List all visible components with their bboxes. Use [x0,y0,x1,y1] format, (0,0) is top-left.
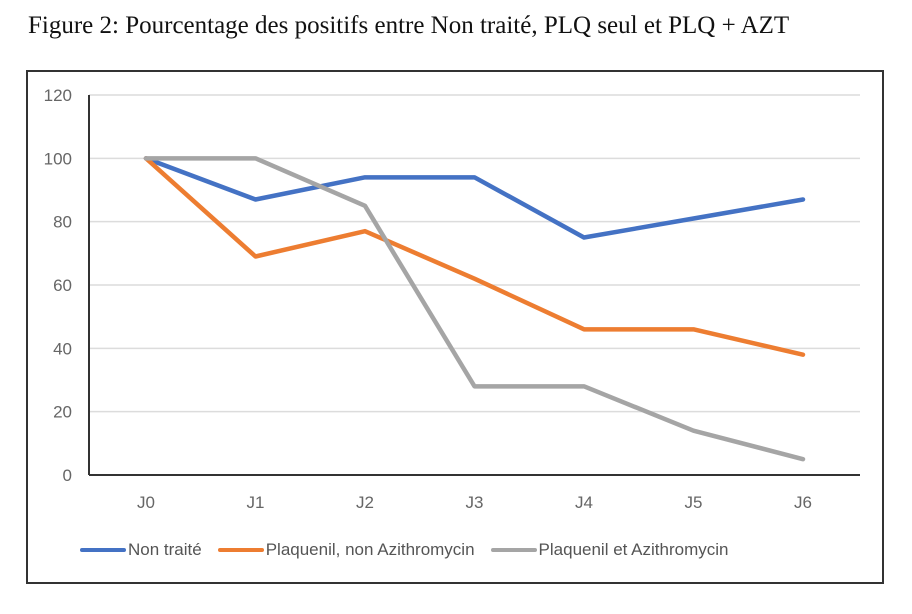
x-tick-label: J3 [466,493,484,512]
x-tick-label: J1 [247,493,265,512]
legend-item-plaquenil-et-azithromycin: Plaquenil et Azithromycin [490,540,729,560]
legend-label: Plaquenil et Azithromycin [538,540,729,559]
x-tick-label: J5 [685,493,703,512]
series-lines [143,156,806,462]
series-line-plaquenil-non-azithromycin [143,156,806,357]
y-tick-label: 100 [44,149,72,168]
legend-item-plaquenil-non-azithromycin: Plaquenil, non Azithromycin [217,540,475,560]
y-axis-ticks: 0 20 40 60 80 100 120 [44,86,72,485]
gridlines [89,94,860,413]
chart-frame [26,70,884,584]
series-line-non-trait- [143,156,806,240]
y-tick-label: 120 [44,86,72,105]
y-tick-label: 20 [53,403,72,422]
legend-swatch [490,548,537,552]
legend-label: Non traité [128,540,202,559]
x-tick-label: J4 [575,493,593,512]
y-tick-label: 40 [53,339,72,358]
figure-title: Figure 2: Pourcentage des positifs entre… [28,12,790,39]
legend-swatch [80,548,126,552]
legend-label: Plaquenil, non Azithromycin [265,540,475,559]
x-tick-label: J6 [794,493,812,512]
y-tick-label: 0 [63,466,72,485]
legend-swatch [217,548,264,552]
y-tick-label: 60 [53,276,72,295]
series-line-plaquenil-et-azithromycin [143,156,806,462]
x-axis-ticks: J0 J1 J2 J3 J4 J5 J6 [137,493,812,512]
y-tick-label: 80 [53,213,72,232]
x-tick-label: J0 [137,493,155,512]
legend-item-non-traite: Non traité [80,540,202,560]
x-tick-label: J2 [356,493,374,512]
legend: Non traité Plaquenil, non Azithromycin P… [80,538,744,562]
axes [88,95,860,476]
